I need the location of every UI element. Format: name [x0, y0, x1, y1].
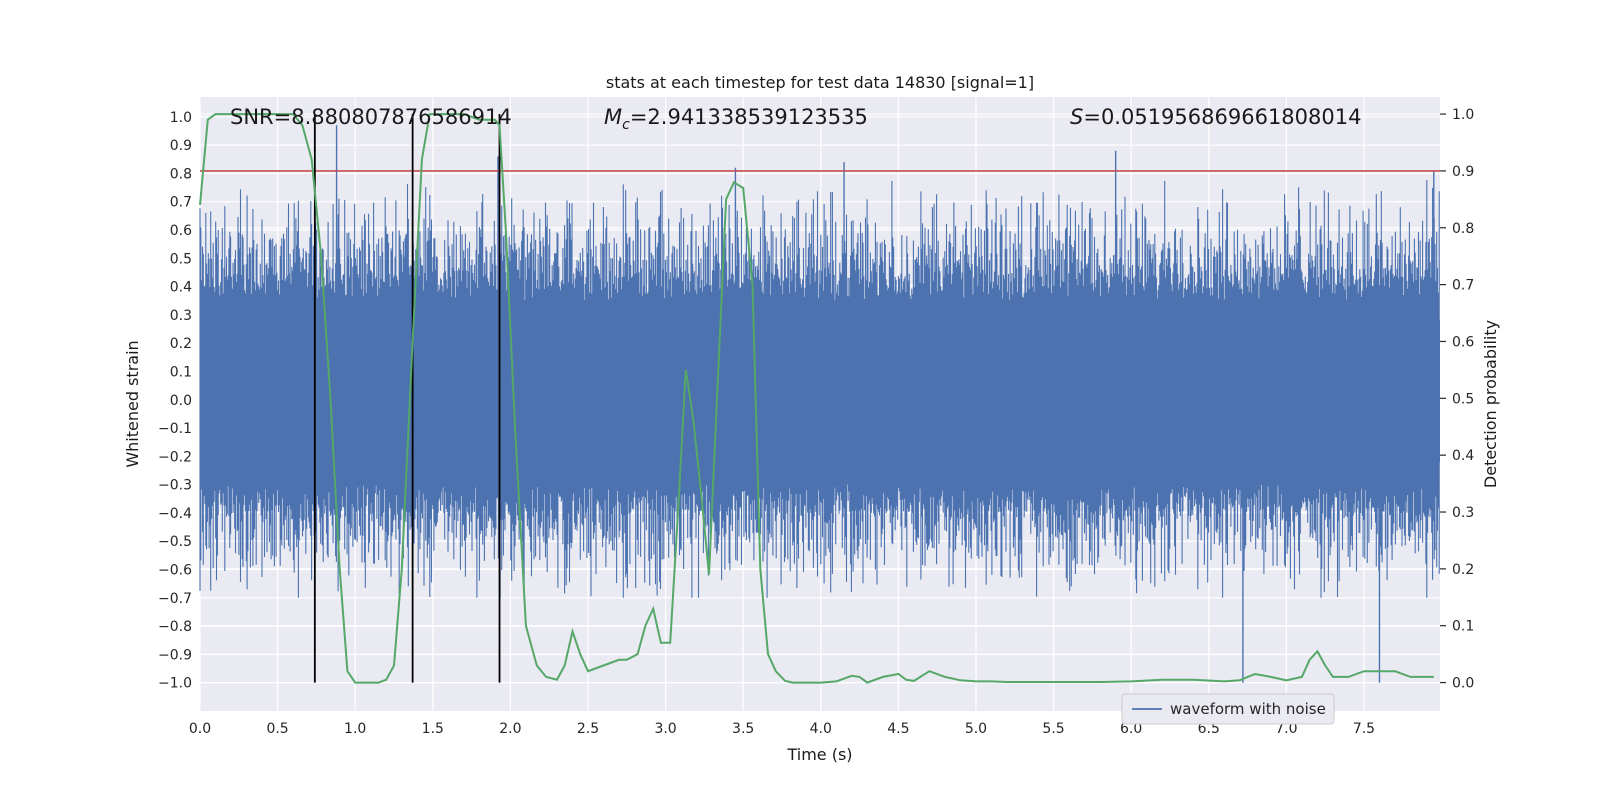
- y-tick-label: 0.0: [170, 393, 192, 409]
- x-tick-label: 0.5: [266, 721, 288, 737]
- y-tick-label: 0.2: [170, 336, 192, 352]
- x-tick-label: 2.0: [499, 721, 521, 737]
- y-tick-label: −0.2: [158, 449, 192, 465]
- chirp-mass-symbol: M: [604, 105, 622, 129]
- y-tick-label: 0.9: [170, 138, 192, 154]
- y-tick-label: 0.5: [170, 251, 192, 267]
- legend: waveform with noise: [1121, 693, 1335, 725]
- y2-tick-label: 1.0: [1452, 107, 1474, 123]
- y-tick-label: −0.9: [158, 647, 192, 663]
- y-tick-label: 0.6: [170, 223, 192, 239]
- s-annotation: S=0.051956869661808014: [1070, 105, 1361, 129]
- chirp-mass-value: =2.941338539123535: [630, 105, 868, 129]
- y2-tick-label: 0.3: [1452, 505, 1474, 521]
- probability-series: [199, 113, 1434, 684]
- y2-tick-label: 0.1: [1452, 619, 1474, 635]
- x-tick-label: 1.0: [344, 721, 366, 737]
- y2-tick-label: 0.7: [1452, 278, 1474, 294]
- x-axis-label: Time (s): [786, 745, 852, 764]
- y2-tick-label: 0.0: [1452, 676, 1474, 692]
- x-tick-label: 6.5: [1198, 721, 1220, 737]
- x-tick-label: 4.0: [810, 721, 832, 737]
- overlay-lines: [200, 114, 1440, 683]
- x-tick-label: 6.0: [1120, 721, 1142, 737]
- y-tick-label: −0.1: [158, 421, 192, 437]
- y-tick-label: 0.8: [170, 166, 192, 182]
- y-tick-label: −0.7: [158, 591, 192, 607]
- y-tick-label: 1.0: [170, 110, 192, 126]
- y-tick-label: 0.7: [170, 195, 192, 211]
- chart-title: stats at each timestep for test data 148…: [606, 73, 1034, 92]
- y2-axis-ticks: 1.0 0.9 0.8 0.7 0.6 0.5 0.4 0.3 0.2 0.1 0.0: [1440, 107, 1474, 692]
- x-tick-label: 5.0: [965, 721, 987, 737]
- y-axis-label: Whitened strain: [123, 340, 142, 467]
- y-tick-label: −0.6: [158, 563, 192, 579]
- x-tick-label: 7.0: [1275, 721, 1297, 737]
- x-tick-label: 5.5: [1042, 721, 1064, 737]
- y-tick-label: 0.4: [170, 280, 192, 296]
- y-tick-label: −0.5: [158, 534, 192, 550]
- y2-tick-label: 0.5: [1452, 391, 1474, 407]
- x-tick-label: 3.0: [654, 721, 676, 737]
- x-tick-label: 3.5: [732, 721, 754, 737]
- chirp-mass-annotation: Mc=2.941338539123535: [604, 105, 868, 133]
- x-tick-label: 0.0: [189, 721, 211, 737]
- y2-tick-label: 0.4: [1452, 448, 1474, 464]
- y-axis-ticks: 1.0 0.9 0.8 0.7 0.6 0.5 0.4 0.3 0.2 0.1 0.0 −0.1 −0.…: [158, 110, 192, 692]
- x-tick-label: 7.5: [1353, 721, 1375, 737]
- y2-tick-label: 0.9: [1452, 164, 1474, 180]
- x-tick-label: 1.5: [422, 721, 444, 737]
- y-tick-label: −0.8: [158, 619, 192, 635]
- y2-tick-label: 0.8: [1452, 221, 1474, 237]
- y2-tick-label: 0.6: [1452, 334, 1474, 350]
- y-tick-label: −0.4: [158, 506, 192, 522]
- y-tick-label: −1.0: [158, 676, 192, 692]
- waveform-trace: [199, 180, 1440, 598]
- x-tick-label: 4.5: [887, 721, 909, 737]
- s-value: =0.051956869661808014: [1083, 105, 1361, 129]
- chirp-mass-subscript: c: [622, 117, 630, 133]
- y2-axis-label: Detection probability: [1481, 320, 1500, 488]
- y2-tick-label: 0.2: [1452, 562, 1474, 578]
- y-tick-label: −0.3: [158, 478, 192, 494]
- detection-probability-line: [199, 113, 1434, 684]
- x-axis-ticks: 0.0 0.5 1.0 1.5 2.0 2.5 3.0 3.5 4.0 4.5 5.0 5.5 6.0 6…: [189, 721, 1375, 737]
- y-tick-label: 0.1: [170, 364, 192, 380]
- y-tick-label: 0.3: [170, 308, 192, 324]
- legend-label: waveform with noise: [1170, 700, 1326, 718]
- x-tick-label: 2.5: [577, 721, 599, 737]
- snr-annotation: SNR=8.880807876586914: [230, 105, 512, 129]
- legend-box: [1121, 693, 1335, 725]
- s-symbol: S: [1070, 105, 1083, 129]
- waveform-series: [199, 125, 1440, 683]
